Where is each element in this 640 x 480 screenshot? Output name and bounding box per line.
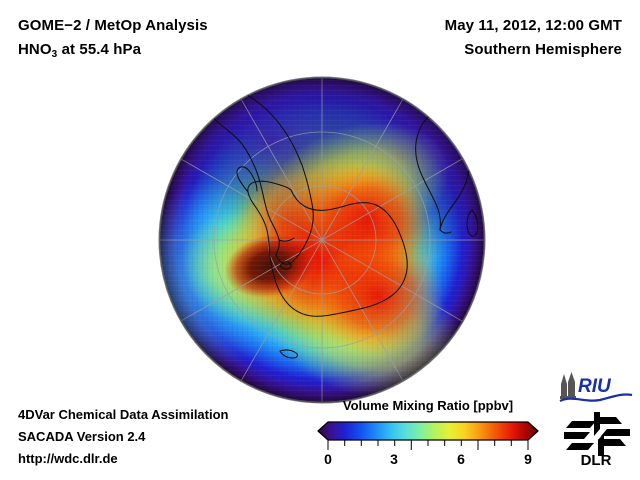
riu-logo: RIU [556,372,634,406]
hemisphere-label: Southern Hemisphere [464,41,622,58]
dlr-wordmark: DLR [581,452,612,468]
colorbar-tick-label-0: 0 [324,451,332,467]
polar-projection-globe [158,76,486,404]
colorbar-ticks [327,440,529,450]
colorbar-tick-label-9: 9 [524,451,532,467]
cathedral-towers-icon [560,372,576,399]
header-right: May 11, 2012, 12:00 GMT Southern Hemisph… [322,14,622,62]
colorbar-gradient-bar [317,421,539,441]
source-url: http://wdc.dlr.de [18,451,118,466]
footer-credits: 4DVar Chemical Data Assimilation SACADA … [18,404,318,470]
dlr-rotor-icon [564,412,630,456]
limb-shading [159,77,485,403]
species-subscript: 3 [51,49,58,60]
riu-wave-icon [559,393,633,403]
colorbar-tick-label-3: 3 [390,451,398,467]
colorbar-graphic: 0 3 6 9 [312,419,544,467]
colorbar-tick-label-6: 6 [457,451,465,467]
version-label: SACADA Version 2.4 [18,429,146,444]
polar-map-panel [152,70,492,410]
colorbar-title: Volume Mixing Ratio [ppbv] [342,398,514,413]
colorbar-tick-labels: 0 3 6 9 [324,451,532,467]
timestamp-label: May 11, 2012, 12:00 GMT [444,17,622,34]
page-title: GOME−2 / MetOp Analysis [18,17,208,34]
map-data-layer [159,77,485,403]
dlr-logo: DLR [560,410,634,468]
pressure-level: at 55.4 hPa [57,41,142,58]
species-name: HNO [18,41,52,58]
riu-wordmark: RIU [578,376,612,397]
species-level-subtitle: HNO3 at 55.4 hPa [18,38,348,64]
colorbar-panel: Volume Mixing Ratio [ppbv] [312,398,544,470]
globe-outline [158,76,486,404]
method-label: 4DVar Chemical Data Assimilation [18,407,229,422]
header-left: GOME−2 / MetOp Analysis HNO3 at 55.4 hPa [18,14,348,64]
